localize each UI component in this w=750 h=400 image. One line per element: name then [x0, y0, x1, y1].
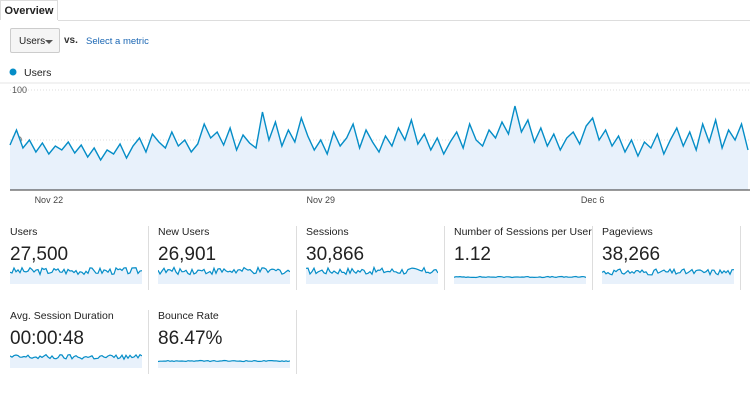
- area: [10, 106, 748, 190]
- sparkline: [454, 275, 586, 284]
- metric-label: Bounce Rate: [158, 310, 219, 322]
- y-tick-label: 100: [12, 85, 27, 95]
- legend-marker: [9, 68, 17, 76]
- metric-label: Avg. Session Duration: [10, 310, 114, 322]
- vs-label: vs.: [64, 35, 78, 46]
- select-metric-link[interactable]: Select a metric: [86, 36, 149, 47]
- tab[interactable]: Overview: [0, 0, 58, 20]
- card-divider: [592, 226, 593, 290]
- sparkline-line: [602, 267, 734, 277]
- sparkline: [602, 267, 734, 284]
- metric-label: Pageviews: [602, 226, 653, 238]
- card-divider: [444, 226, 445, 290]
- sparkline: [10, 353, 142, 368]
- metric-value: 30,866: [306, 244, 365, 265]
- sparkline: [10, 266, 142, 284]
- metric-dropdown[interactable]: Users: [10, 28, 60, 53]
- sparkline: [306, 266, 438, 284]
- card-divider: [740, 226, 741, 290]
- sparkline-line: [158, 266, 290, 276]
- sparkline-area: [158, 360, 290, 368]
- card-divider: [148, 310, 149, 374]
- metric-value: 26,901: [158, 244, 217, 265]
- metric-label: New Users: [158, 226, 210, 238]
- sparkline-line: [306, 266, 438, 276]
- metric-label: Number of Sessions per User: [454, 226, 592, 238]
- card-divider: [296, 310, 297, 374]
- metric-label: Users: [10, 226, 38, 238]
- dropdown-caret: [45, 40, 53, 44]
- sparkline-area: [10, 267, 142, 284]
- sparkline: [158, 359, 290, 368]
- sparkline-line: [10, 266, 142, 277]
- metric-value: 27,500: [10, 244, 69, 265]
- sparkline-line: [10, 353, 142, 361]
- metric-label: Sessions: [306, 226, 349, 238]
- sparkline-line: [454, 275, 586, 279]
- x-tick-label: Nov 29: [306, 195, 335, 205]
- metric-value: 38,266: [602, 244, 661, 265]
- sparkline-area: [10, 354, 142, 368]
- x-tick-label: Nov 22: [35, 195, 64, 205]
- line: [9, 105, 749, 162]
- sparkline: [158, 266, 290, 284]
- legend-label: Users: [24, 67, 51, 79]
- card-divider: [296, 226, 297, 290]
- tab-divider: [58, 20, 750, 21]
- metric-value: 86.47%: [158, 328, 223, 349]
- card-divider: [148, 226, 149, 290]
- metric-value: 1.12: [454, 244, 491, 265]
- sparkline-area: [454, 276, 586, 284]
- dropdown-label: Users: [19, 36, 46, 47]
- x-tick-label: Dec 6: [581, 195, 605, 205]
- sparkline-line: [158, 359, 290, 363]
- metric-value: 00:00:48: [10, 328, 84, 349]
